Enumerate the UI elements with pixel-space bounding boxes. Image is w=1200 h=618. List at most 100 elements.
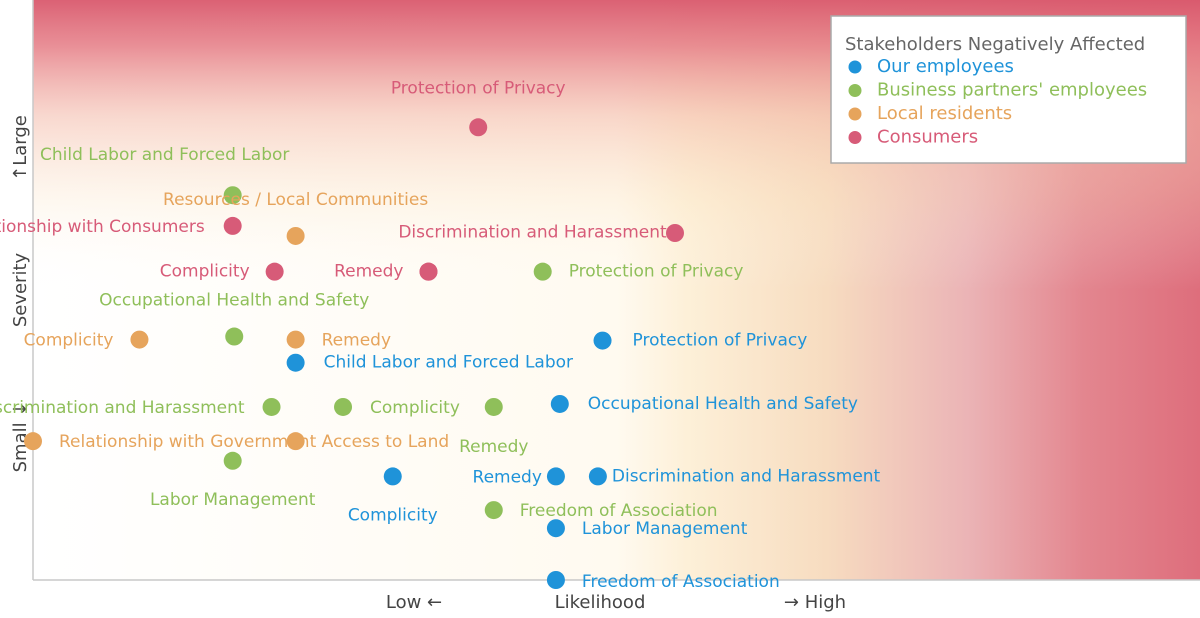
point-label: Protection of Privacy <box>391 78 566 98</box>
point-label: Discrimination and Harassment <box>398 223 667 243</box>
point-label: Complicity <box>348 505 438 525</box>
point-marker <box>334 397 353 416</box>
point-label: Labor Management <box>582 519 748 539</box>
point-marker <box>383 467 402 486</box>
point-marker <box>223 186 242 205</box>
point-marker <box>593 331 612 350</box>
legend-label: Consumers <box>877 127 978 148</box>
legend-marker <box>848 84 862 97</box>
y-axis-low-label: Small ↓ <box>10 402 31 473</box>
point-residents-1: Complicity <box>24 330 149 351</box>
point-employees-1: Child Labor and Forced Labor <box>286 353 573 373</box>
point-consumers-4: Remedy <box>334 262 438 282</box>
point-label: Child Labor and Forced Labor <box>40 145 289 165</box>
point-employees-4: Remedy <box>473 467 565 487</box>
x-axis-title: Likelihood <box>555 592 646 613</box>
point-label: Occupational Health and Safety <box>99 291 369 311</box>
point-employees-0: Protection of Privacy <box>593 331 808 351</box>
point-label: Discrimination and Harassment <box>0 398 245 418</box>
point-marker <box>286 226 305 245</box>
point-consumers-marker-extra <box>666 224 684 242</box>
point-marker <box>286 353 305 372</box>
point-residents-2: Remedy <box>286 330 391 351</box>
point-label: Resources / Local Communities <box>163 190 428 210</box>
point-label: Freedom of Association <box>520 501 718 521</box>
point-marker <box>225 327 244 346</box>
point-employees-5: Complicity <box>348 467 438 525</box>
point-partners-2: Occupational Health and Safety <box>99 291 369 346</box>
x-axis-low-label: Low ← <box>386 592 442 613</box>
point-label: Remedy <box>473 467 542 487</box>
point-label: Relationship with Consumers <box>0 217 205 237</box>
point-label: Remedy <box>322 331 391 351</box>
point-marker <box>24 432 42 451</box>
point-label: Remedy <box>459 437 528 457</box>
point-partners-4: Complicity <box>334 397 460 418</box>
y-axis-high-label: ↑Large <box>10 115 31 181</box>
point-employees-3: Discrimination and Harassment <box>588 466 881 486</box>
point-label: Labor Management <box>150 490 316 510</box>
point-partners-7: Freedom of Association <box>484 501 718 521</box>
point-marker <box>223 216 242 235</box>
legend: Stakeholders Negatively Affected Our emp… <box>830 15 1187 164</box>
point-label: Protection of Privacy <box>633 331 808 351</box>
point-marker <box>262 397 281 416</box>
point-employees-7: Freedom of Association <box>546 571 780 592</box>
point-marker <box>265 262 284 281</box>
legend-label: Business partners' employees <box>877 80 1147 101</box>
point-label: Relationship with Government <box>59 432 317 452</box>
point-label: Complicity <box>24 331 114 351</box>
x-axis-high-label: → High <box>784 592 846 613</box>
point-marker <box>130 330 149 349</box>
point-marker <box>546 467 565 486</box>
legend-label: Our employees <box>877 56 1014 77</box>
point-label: Remedy <box>334 262 403 282</box>
point-consumers-1: Relationship with Consumers <box>0 216 242 237</box>
legend-marker <box>848 60 862 74</box>
point-marker <box>550 394 569 413</box>
point-marker <box>286 432 305 451</box>
point-partners-5: Remedy <box>459 397 528 457</box>
legend-entry-consumers: Consumers <box>848 127 978 148</box>
point-employees-6: Labor Management <box>546 519 748 539</box>
point-marker <box>546 519 565 538</box>
point-marker <box>469 118 488 137</box>
point-marker <box>533 262 552 281</box>
point-consumers-3: Complicity <box>160 262 284 282</box>
point-residents-3: Relationship with Government <box>24 432 317 452</box>
point-label: Discrimination and Harassment <box>612 466 881 486</box>
point-label: Access to Land <box>322 432 450 452</box>
point-partners-0: Child Labor and Forced Labor <box>40 145 289 205</box>
point-label: Complicity <box>370 398 460 418</box>
point-marker <box>286 330 305 349</box>
y-axis-title: Severity <box>10 252 31 327</box>
legend-box <box>830 15 1187 164</box>
point-marker <box>484 397 503 416</box>
legend-entry-partners: Business partners' employees <box>848 80 1147 101</box>
point-marker <box>546 571 565 589</box>
point-marker <box>223 451 242 470</box>
legend-title: Stakeholders Negatively Affected <box>845 34 1145 55</box>
legend-marker <box>848 107 862 121</box>
data-points: Protection of Privacy Child Labor and For… <box>0 78 881 592</box>
point-marker <box>588 467 607 486</box>
point-partners-6: Labor Management <box>150 451 316 510</box>
point-partners-3: Discrimination and Harassment <box>0 397 281 418</box>
point-employees-2: Occupational Health and Safety <box>550 394 858 414</box>
legend-entry-employees: Our employees <box>848 56 1014 77</box>
point-residents-0: Resources / Local Communities <box>163 190 428 245</box>
point-consumers-0: Protection of Privacy <box>391 78 566 137</box>
point-marker <box>419 262 438 281</box>
legend-label: Local residents <box>877 103 1012 124</box>
legend-entry-residents: Local residents <box>848 103 1012 124</box>
point-label: Child Labor and Forced Labor <box>324 353 573 373</box>
point-label: Complicity <box>160 262 250 282</box>
point-partners-1: Protection of Privacy <box>533 262 744 282</box>
point-label: Protection of Privacy <box>569 262 744 282</box>
point-marker <box>484 501 503 520</box>
legend-marker <box>848 131 862 144</box>
point-residents-4: Access to Land <box>286 432 450 452</box>
point-label: Freedom of Association <box>582 572 780 592</box>
